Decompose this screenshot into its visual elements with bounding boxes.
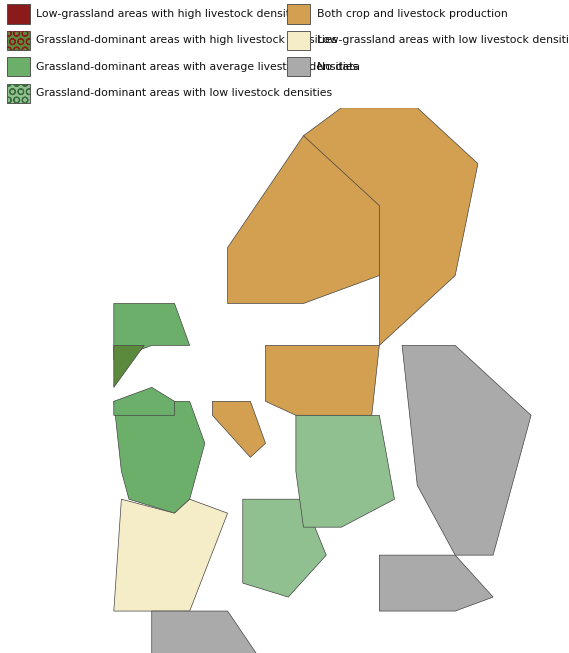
Polygon shape — [152, 611, 266, 653]
Polygon shape — [212, 402, 266, 457]
Bar — [7, 5, 30, 24]
Polygon shape — [114, 499, 228, 611]
Bar — [287, 31, 310, 50]
Polygon shape — [303, 108, 478, 345]
Polygon shape — [296, 415, 394, 527]
Polygon shape — [228, 136, 402, 304]
Polygon shape — [114, 402, 205, 513]
Bar — [7, 31, 30, 50]
Text: Both crop and livestock production: Both crop and livestock production — [317, 9, 508, 19]
Polygon shape — [266, 345, 380, 415]
Bar — [7, 57, 30, 76]
Text: Low-grassland areas with low livestock densities: Low-grassland areas with low livestock d… — [317, 35, 569, 46]
Polygon shape — [402, 345, 531, 555]
Bar — [7, 84, 30, 103]
Bar — [7, 84, 30, 103]
Bar — [287, 5, 310, 24]
Polygon shape — [114, 304, 189, 359]
Text: No data: No data — [317, 62, 360, 72]
Polygon shape — [114, 345, 144, 387]
Polygon shape — [380, 555, 493, 611]
Text: Low-grassland areas with high livestock densities: Low-grassland areas with high livestock … — [36, 9, 306, 19]
Bar — [287, 57, 310, 76]
Text: Grassland-dominant areas with high livestock densities: Grassland-dominant areas with high lives… — [36, 35, 337, 46]
Text: Grassland-dominant areas with average livestock densities: Grassland-dominant areas with average li… — [36, 62, 358, 72]
Polygon shape — [243, 499, 326, 597]
Polygon shape — [114, 387, 175, 415]
Bar — [7, 31, 30, 50]
Text: Grassland-dominant areas with low livestock densities: Grassland-dominant areas with low livest… — [36, 88, 332, 98]
